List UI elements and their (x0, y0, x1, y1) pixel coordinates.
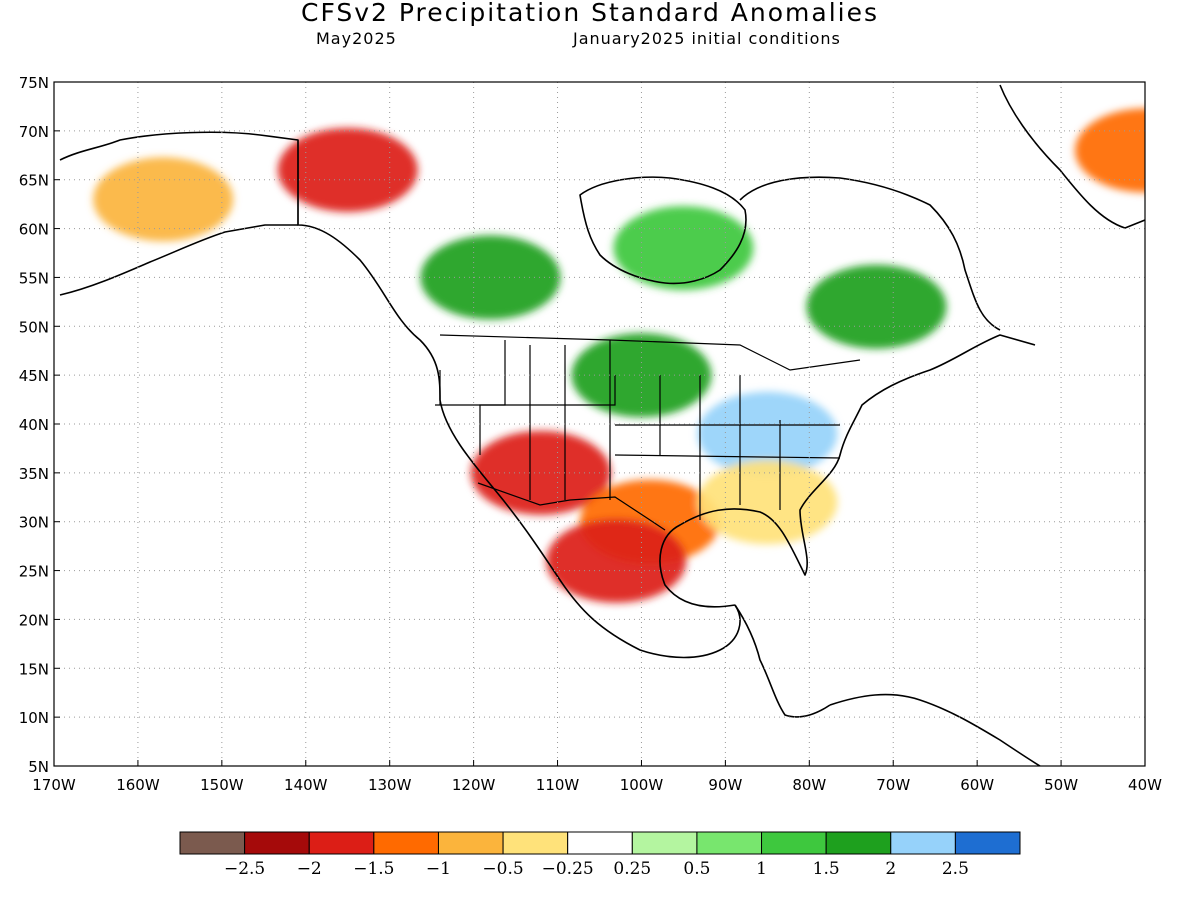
x-tick-label: 50W (1044, 776, 1078, 794)
colorbar-label: 0.25 (613, 859, 651, 879)
colorbar-label: 2.5 (942, 859, 969, 879)
x-tick-label: 90W (708, 776, 742, 794)
colorbar-label: 1.5 (813, 859, 840, 879)
chart-title: CFSv2 Precipitation Standard Anomalies (300, 0, 879, 27)
x-tick-label: 70W (876, 776, 910, 794)
y-tick-label: 75N (19, 74, 49, 92)
colorbar-label: −2 (297, 859, 322, 879)
colorbar-swatch (179, 831, 246, 855)
x-tick-label: 150W (200, 776, 244, 794)
x-tick-label: 60W (960, 776, 994, 794)
anomaly-region (613, 206, 754, 291)
y-tick-label: 35N (19, 465, 49, 483)
anomaly-region (93, 157, 234, 242)
anomaly-region (1075, 108, 1145, 193)
y-tick-label: 5N (28, 758, 49, 776)
anomaly-field (59, 84, 1145, 766)
y-tick-label: 25N (19, 563, 49, 581)
valid-month-label: May2025 (316, 29, 397, 48)
colorbar-swatch (954, 831, 1021, 855)
x-tick-label: 130W (368, 776, 412, 794)
y-tick-label: 70N (19, 123, 49, 141)
anomaly-region (571, 333, 712, 418)
x-tick-label: 110W (536, 776, 580, 794)
y-tick-label: 10N (19, 709, 49, 727)
anomaly-region (277, 127, 418, 212)
y-tick-label: 20N (19, 611, 49, 629)
y-tick-label: 15N (19, 660, 49, 678)
anomaly-region (470, 430, 611, 515)
graticule (54, 82, 1145, 766)
colorbar-swatch (373, 831, 439, 855)
colorbar-swatch (696, 831, 763, 855)
colorbar-label: 1 (756, 859, 767, 879)
anomaly-region (697, 460, 838, 545)
colorbar-swatch (631, 831, 698, 855)
anomaly-region (546, 518, 687, 603)
x-tick-label: 160W (116, 776, 160, 794)
colorbar: −2.5 −2 −1.5 −1 −0.5 −0.25 0.25 0.5 1 1.5 2 2.5 (179, 831, 1021, 879)
y-tick-label: 65N (19, 172, 49, 190)
colorbar-label: 2 (885, 859, 896, 879)
colorbar-label: −1.5 (353, 859, 394, 879)
colorbar-swatch (761, 831, 827, 855)
colorbar-swatch (502, 831, 569, 855)
y-tick-label: 50N (19, 318, 49, 336)
x-tick-label: 120W (452, 776, 496, 794)
anomaly-region (806, 264, 947, 349)
colorbar-swatch (890, 831, 956, 855)
political-borders (297, 140, 861, 531)
colorbar-swatch (244, 831, 310, 855)
colorbar-swatch (567, 831, 633, 855)
x-tick-label: 100W (620, 776, 664, 794)
y-tick-label: 45N (19, 367, 49, 385)
x-tick-label: 140W (284, 776, 328, 794)
y-tick-label: 40N (19, 416, 49, 434)
x-tick-label: 170W (32, 776, 76, 794)
anomaly-region (697, 391, 838, 476)
colorbar-label: 0.5 (683, 859, 710, 879)
colorbar-swatch (437, 831, 504, 855)
colorbar-label: −1 (426, 859, 451, 879)
anomaly-region (420, 235, 561, 320)
y-tick-label: 30N (19, 514, 49, 532)
colorbar-swatch (308, 831, 375, 855)
y-tick-label: 55N (19, 269, 49, 287)
x-tick-label: 80W (792, 776, 826, 794)
y-tick-label: 60N (19, 221, 49, 239)
colorbar-label: −0.5 (482, 859, 523, 879)
initial-conditions-label: January2025 initial conditions (573, 29, 841, 48)
x-tick-label: 40W (1128, 776, 1162, 794)
colorbar-swatch (825, 831, 892, 855)
colorbar-label: −2.5 (224, 859, 265, 879)
colorbar-label: −0.25 (542, 859, 594, 879)
